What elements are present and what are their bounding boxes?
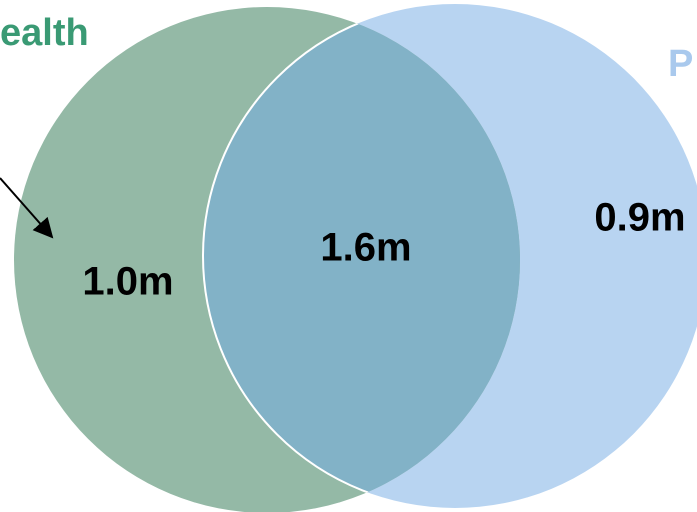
set-label: ealth — [0, 12, 89, 54]
region-label: 1.0m — [82, 260, 173, 304]
pointer-arrow — [0, 177, 54, 239]
overlap-region — [203, 7, 520, 508]
set-label: P — [668, 43, 693, 85]
region-label: 0.9m — [594, 196, 685, 240]
region-label: 1.6m — [320, 226, 411, 270]
